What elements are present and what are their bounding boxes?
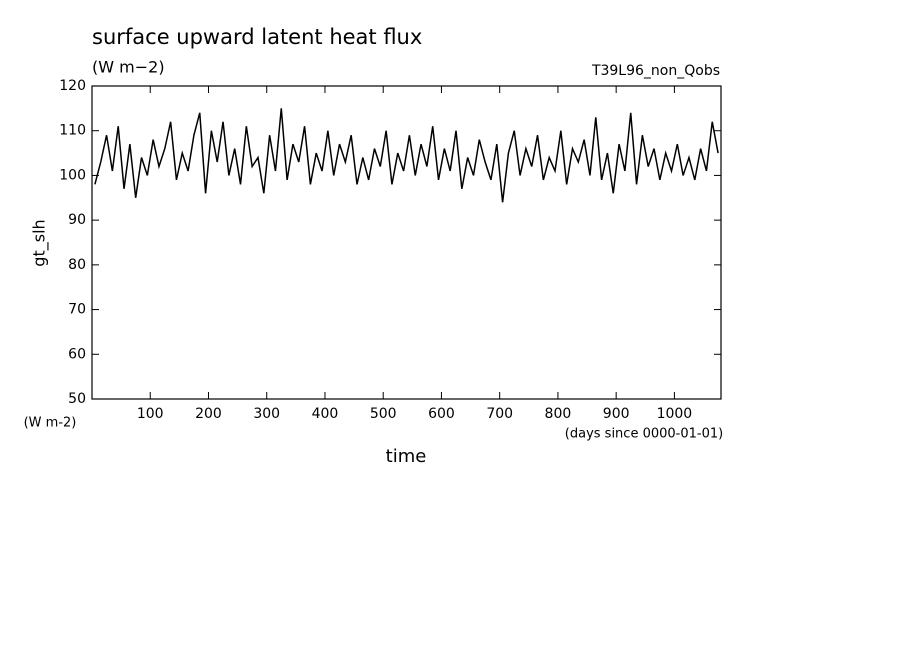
x-tick-label: 400 — [312, 406, 339, 422]
series-line — [94, 108, 719, 203]
x-tick-label: 500 — [370, 406, 397, 422]
chart-subtitle: (W m−2) — [92, 58, 165, 77]
y-tick-label: 60 — [68, 346, 86, 362]
x-tick-label: 200 — [195, 406, 222, 422]
x-axis-label: time — [386, 446, 427, 467]
y-tick-label: 50 — [68, 391, 86, 407]
plot-frame — [91, 85, 722, 400]
y-tick-label: 120 — [59, 78, 86, 94]
y-tick-label: 100 — [59, 167, 86, 183]
y-tick-label: 90 — [68, 212, 86, 228]
x-tick-label: 600 — [428, 406, 455, 422]
y-tick-label: 110 — [59, 123, 86, 139]
run-label: T39L96_non_Qobs — [591, 63, 720, 79]
y-axis-label: gt_slh — [30, 219, 50, 266]
x-tick-label: 800 — [545, 406, 572, 422]
x-tick-label: 300 — [253, 406, 280, 422]
y-tick-label: 70 — [68, 302, 86, 318]
x-tick-label: 100 — [137, 406, 164, 422]
chart-title: surface upward latent heat flux — [92, 25, 422, 49]
x-axis-unit: (days since 0000-01-01) — [565, 427, 723, 442]
y-axis-unit: (W m-2) — [24, 416, 77, 431]
x-tick-label: 700 — [486, 406, 513, 422]
y-tick-label: 80 — [68, 257, 86, 273]
x-tick-label: 900 — [603, 406, 630, 422]
x-tick-label: 1000 — [657, 406, 693, 422]
